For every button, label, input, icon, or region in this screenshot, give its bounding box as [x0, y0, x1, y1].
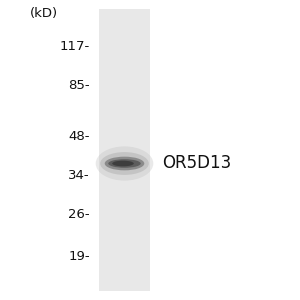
Ellipse shape [112, 161, 134, 166]
Text: 34-: 34- [68, 169, 90, 182]
Text: 117-: 117- [60, 40, 90, 53]
Text: 85-: 85- [68, 79, 90, 92]
Text: 19-: 19- [68, 250, 90, 263]
Ellipse shape [108, 159, 141, 168]
Ellipse shape [105, 157, 144, 170]
Text: (kD): (kD) [30, 7, 58, 20]
Text: 48-: 48- [68, 130, 90, 143]
Text: OR5D13: OR5D13 [162, 154, 231, 172]
Ellipse shape [100, 152, 149, 175]
Text: 26-: 26- [68, 208, 90, 221]
Bar [99, 9, 150, 291]
Ellipse shape [96, 146, 153, 181]
